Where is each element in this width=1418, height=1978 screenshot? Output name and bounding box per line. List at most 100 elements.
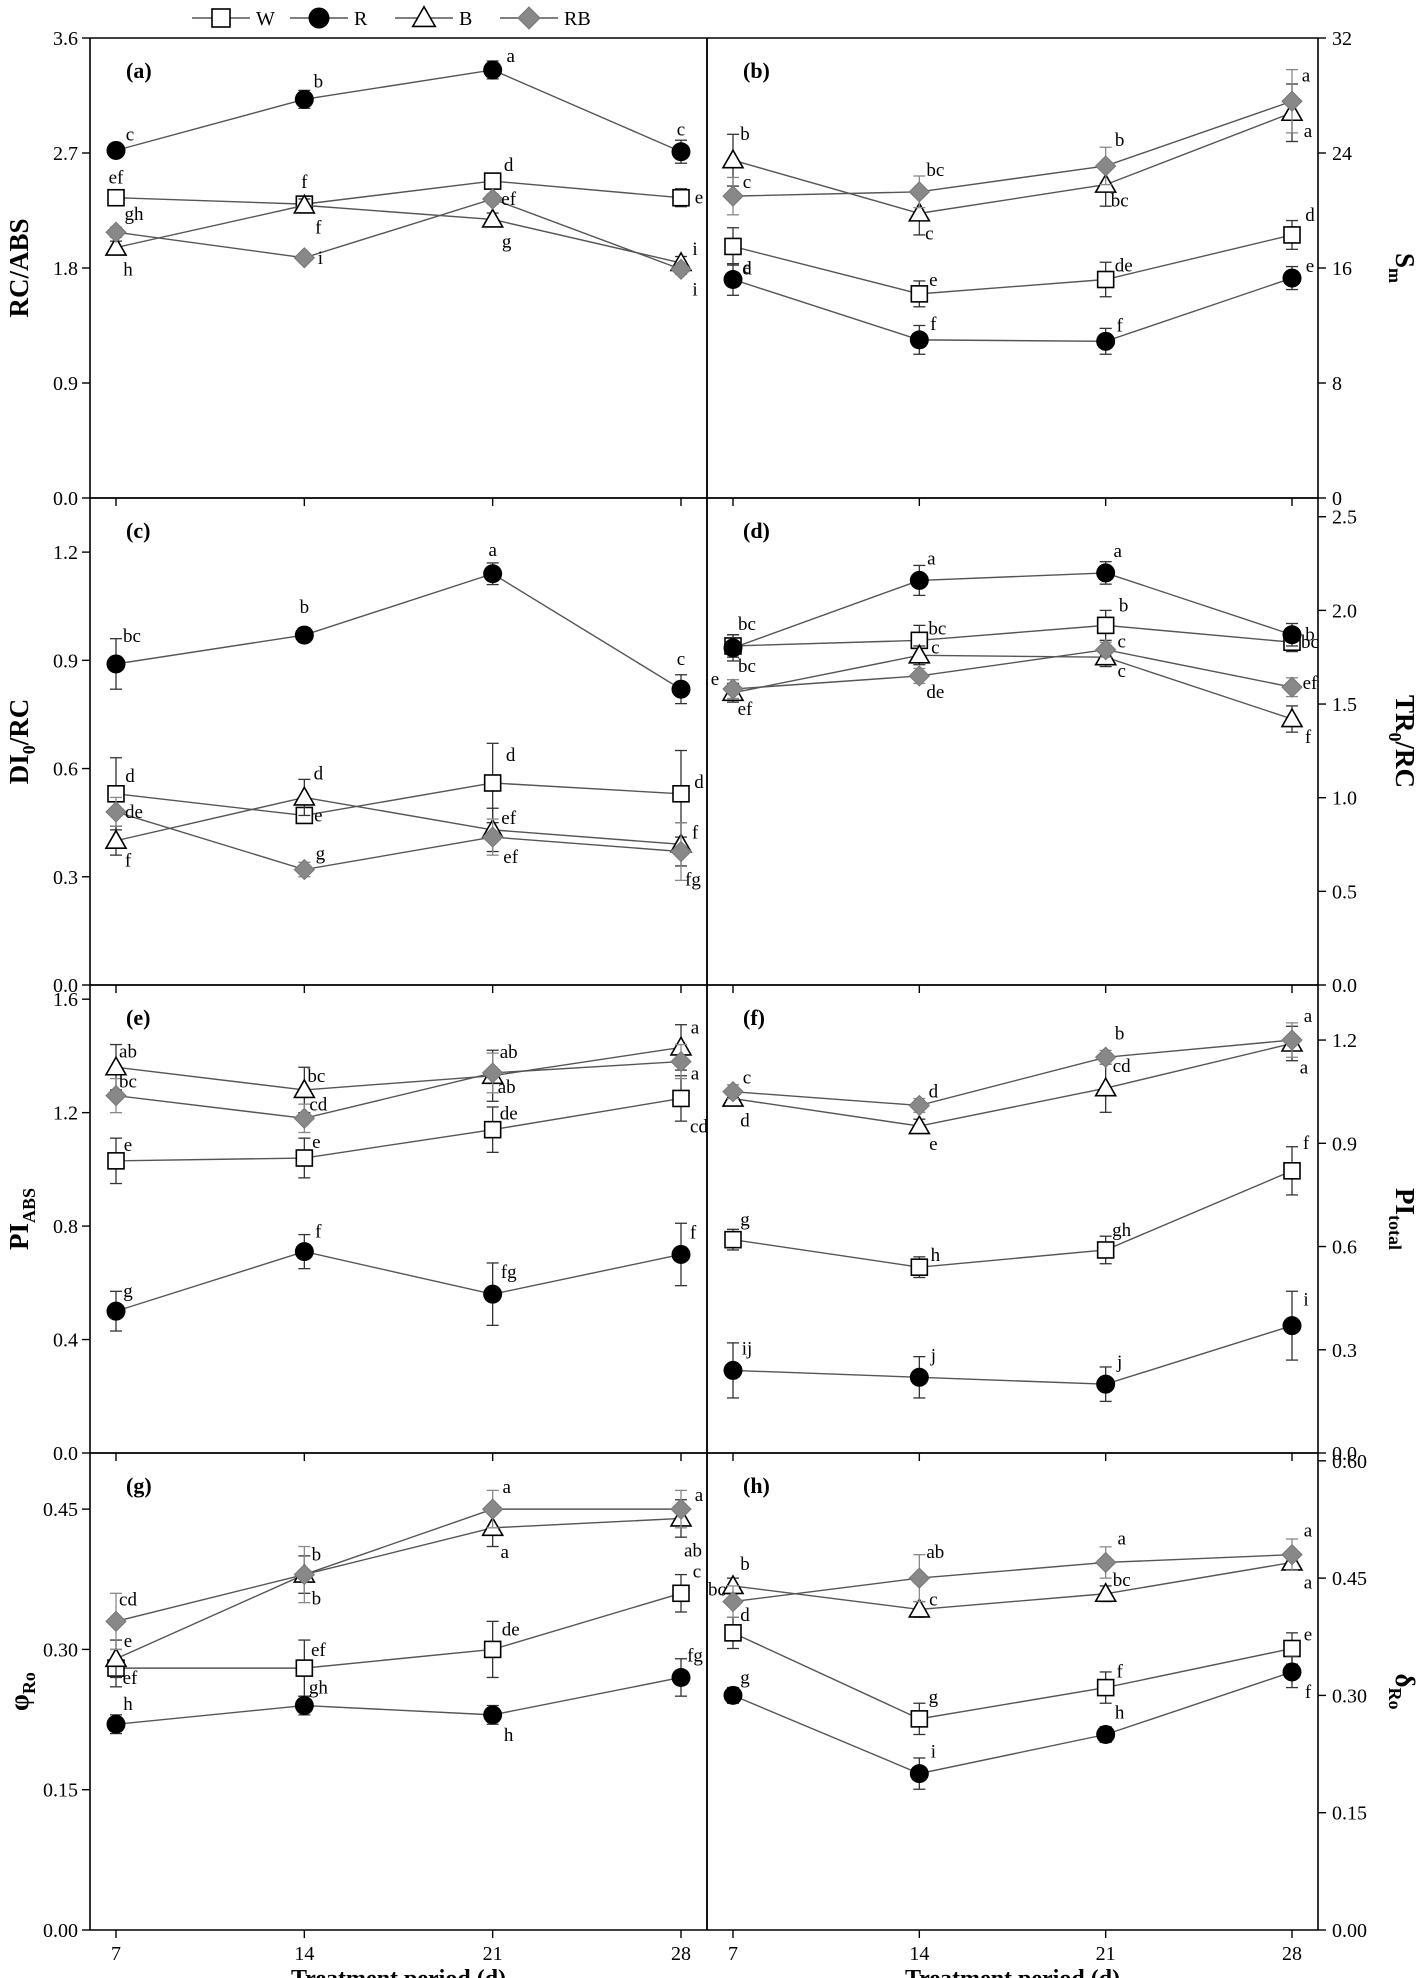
series-line [115,572,682,690]
data-point-b [1094,1582,1118,1603]
data-point-r [1282,1662,1302,1682]
y-tick-label: 1.6 [53,989,78,1011]
significance-label: d [929,1081,939,1102]
data-point-r [308,7,330,29]
panel-label: (g) [126,1473,152,1498]
y-tick-label: 1.2 [53,1103,78,1125]
y-axis-label: φRo [4,1672,39,1711]
data-point-rb [481,826,504,848]
panel-a: 0.0 0.9 1.8 2.7 3.6 RC/ABS (a) ef f d e c b a c h f g i gh i… [4,28,708,510]
data-point-rb [1281,1029,1303,1051]
significance-label: d [740,1111,750,1132]
significance-label: b [1305,625,1315,646]
significance-label: f [1305,1682,1312,1703]
series-line [732,1039,1293,1107]
significance-label: f [125,851,132,872]
y-tick-label: 0 [1332,488,1342,510]
y-tick-label: 0.0 [1332,1443,1357,1465]
significance-label: bc [738,656,756,677]
data-point-w [483,172,502,190]
series-line [115,1097,682,1162]
x-axis-label: Treatment period (d) [905,1966,1120,1978]
significance-label: g [502,231,512,252]
series-r: bc b a c [106,540,691,705]
significance-label: b [314,71,324,92]
significance-label: g [123,1281,133,1302]
series-line [732,624,1293,647]
y-tick-label: 1.5 [1332,694,1357,716]
significance-label: b [740,124,750,145]
significance-label: a [502,1477,511,1498]
data-point-r [671,1667,691,1687]
data-point-r [483,1284,503,1304]
data-point-rb [670,258,692,280]
data-point-w [1096,1678,1115,1697]
significance-label: d [314,763,324,784]
series-line [732,654,1293,720]
significance-label: j [930,1345,936,1366]
y-tick-label: 0.4 [53,1330,78,1352]
significance-label: cd [119,1589,137,1610]
data-point-w [672,785,690,803]
y-tick-label: 3.6 [53,28,78,50]
significance-label: a [500,1542,509,1563]
significance-label: e [929,270,937,291]
series-b: h f g i [104,193,698,281]
data-point-rb [1281,90,1303,112]
series-line [115,1508,681,1623]
significance-label: ef [501,808,516,829]
data-point-w [1096,1241,1115,1259]
significance-label: ab [498,1077,516,1098]
legend: W R B RB [192,5,591,30]
significance-label: c [929,1589,937,1610]
significance-label: ef [311,1640,326,1661]
data-point-w [1283,1639,1301,1658]
significance-label: e [1304,1624,1312,1645]
data-point-rb [908,1567,931,1589]
series-w: ef ef de c [107,1561,701,1697]
data-point-rb [670,1498,692,1520]
data-point-r [909,1367,929,1387]
significance-label: c [743,172,751,193]
data-point-r [909,1764,929,1784]
data-point-r [1096,563,1116,583]
data-point-rb [1094,1551,1117,1574]
significance-label: de [125,802,143,823]
data-point-rb [722,185,744,207]
significance-label: b [312,1545,322,1566]
y-tick-label: 0.9 [1332,1133,1357,1155]
significance-label: ab [684,1540,702,1561]
significance-label: fg [685,870,701,891]
significance-label: h [123,1694,133,1715]
data-point-rb [105,801,127,823]
data-point-rb [1281,1543,1303,1566]
x-tick-label: 28 [671,1943,691,1965]
panel-label: (h) [743,1473,770,1498]
significance-label: c [1117,661,1125,682]
y-tick-label: 0.0 [53,975,78,997]
significance-label: a [691,1017,700,1038]
significance-label: a [695,1485,704,1506]
data-point-w [107,1152,125,1170]
significance-label: cd [1113,1056,1131,1077]
data-point-r [1096,1374,1116,1394]
y-tick-label: 0.6 [53,759,78,781]
significance-label: h [504,1725,514,1746]
significance-label: d [506,745,516,766]
significance-label: f [315,217,322,238]
significance-label: a [1113,541,1122,562]
data-point-w [107,188,125,207]
data-point-r [106,654,126,674]
data-point-rb [670,840,692,863]
y-tick-label: 0.15 [1332,1803,1367,1825]
series-line [732,1632,1293,1720]
data-point-w [672,188,690,207]
data-point-b [481,207,505,228]
data-point-rb [722,1080,744,1103]
significance-label: a [1304,121,1313,142]
data-point-r [723,1360,743,1380]
